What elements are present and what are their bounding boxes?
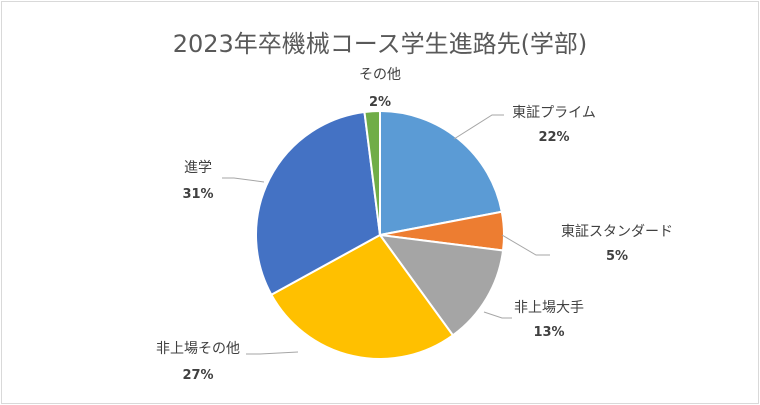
slice-percent-3: 13%	[533, 325, 564, 340]
slice-label-3: 非上場大手	[514, 300, 584, 316]
pie-slice-3	[377, 233, 505, 337]
slice-label-1: 東証プライム	[512, 105, 596, 121]
leader-line-1	[453, 114, 504, 140]
pie-slice-6	[363, 109, 381, 236]
slice-label-2: 東証スタンダード	[561, 224, 673, 240]
data-labels: 東証プライム 22% 東証スタンダード 5% 非上場大手 13% 非上場その他 27% 進学 31…	[156, 67, 673, 383]
pie-slice-4	[269, 233, 455, 360]
slice-percent-2: 5%	[606, 249, 628, 264]
slice-label-4: 非上場その他	[156, 341, 240, 357]
slice-label-6: その他	[359, 67, 401, 83]
slice-percent-5: 31%	[182, 187, 213, 202]
slice-percent-1: 22%	[538, 130, 569, 145]
leader-line-4	[246, 351, 299, 355]
pie-slice-5	[255, 110, 382, 297]
leader-line-2	[501, 234, 550, 256]
leader-lines	[222, 114, 550, 355]
leader-line-3	[483, 311, 512, 319]
pie-slices	[255, 109, 505, 360]
slice-percent-4: 27%	[182, 368, 213, 383]
pie-slice-1	[379, 109, 503, 237]
chart-title: 2023年卒機械コース学生進路先(学部)	[173, 30, 588, 58]
slice-percent-6: 2%	[369, 95, 391, 110]
slice-label-5: 進学	[184, 160, 212, 176]
leader-line-5	[222, 177, 265, 183]
